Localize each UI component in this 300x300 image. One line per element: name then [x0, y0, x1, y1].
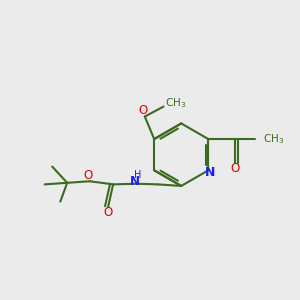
Text: O: O — [84, 169, 93, 182]
Text: H: H — [134, 170, 142, 180]
Text: N: N — [204, 166, 215, 179]
Text: O: O — [103, 206, 113, 219]
Text: O: O — [138, 104, 148, 117]
Text: CH$_3$: CH$_3$ — [165, 97, 186, 110]
Text: O: O — [230, 162, 239, 175]
Text: N: N — [130, 176, 140, 188]
Text: CH$_3$: CH$_3$ — [263, 132, 284, 146]
